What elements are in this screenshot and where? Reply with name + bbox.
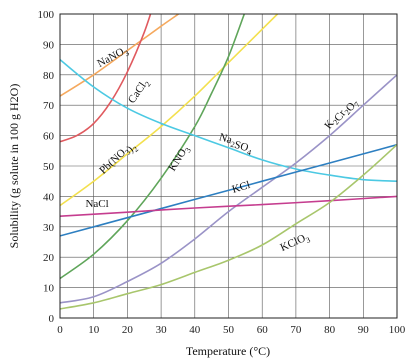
curve-label-kno3: KNO3: [166, 143, 193, 174]
y-axis-title: Solubility (g solute in 100 g H2O): [7, 84, 21, 249]
x-tick-label: 40: [189, 324, 201, 336]
curve-label-kcl: KCl: [231, 179, 252, 196]
y-tick-label: 80: [43, 70, 55, 82]
y-tick-label: 30: [43, 222, 55, 234]
x-tick-label: 100: [389, 324, 406, 336]
x-tick-label: 10: [88, 324, 100, 336]
curve-label-pb-no3-2: Pb(NO3)2: [97, 139, 140, 181]
x-tick-label: 50: [223, 324, 235, 336]
y-tick-label: 50: [43, 161, 55, 173]
curves: [60, 14, 397, 310]
y-tick-labels: 0 10 20 30 40 50 60 70 80 90 100: [38, 9, 55, 325]
y-tick-label: 20: [43, 252, 55, 264]
series-line-pb-no3-2: [60, 14, 279, 207]
series-line-na2so4: [60, 58, 397, 182]
series-line-nacl: [60, 195, 397, 217]
curve-label-nano3: NaNO3: [95, 44, 130, 72]
curve-label-k2cr2o7: K2Cr2O7: [322, 93, 362, 136]
curve-label-na2so4: Na2SO4: [216, 131, 254, 157]
x-tick-label: 90: [358, 324, 370, 336]
x-tick-label: 30: [156, 324, 168, 336]
x-tick-label: 0: [57, 324, 63, 336]
series-line-k2cr2o7: [60, 74, 397, 304]
y-tick-label: 70: [43, 100, 55, 112]
y-tick-label: 40: [43, 191, 55, 203]
x-tick-label: 60: [257, 324, 269, 336]
series-line-cacl2: [60, 14, 152, 143]
y-tick-label: 60: [43, 131, 55, 143]
x-tick-label: 70: [290, 324, 302, 336]
curve-label-cacl2: CaCl2: [126, 77, 153, 107]
x-axis-title: Temperature (°C): [186, 344, 270, 358]
curve-label-nacl: NaCl: [85, 198, 108, 210]
series-line-kno3: [60, 14, 246, 280]
plot-frame: [59, 13, 398, 319]
y-tick-label: 100: [38, 9, 55, 21]
y-tick-label: 90: [43, 39, 55, 51]
curve-label-kclo3: KClO3: [278, 231, 311, 256]
series-line-nano3: [60, 14, 180, 97]
x-tick-label: 80: [324, 324, 336, 336]
series-line-kclo3: [60, 144, 397, 310]
x-tick-label: 20: [122, 324, 134, 336]
y-tick-label: 0: [49, 313, 55, 325]
curve-labels: NaNO3 CaCl2 Pb(NO3)2 KNO3 Na2SO4 K2Cr2O7 KCl Na…: [85, 44, 362, 256]
series-line-kcl: [60, 143, 397, 237]
y-tick-label: 10: [43, 283, 55, 295]
x-tick-labels: 0 10 20 30 40 50 60 70 80 90 100: [57, 324, 406, 336]
